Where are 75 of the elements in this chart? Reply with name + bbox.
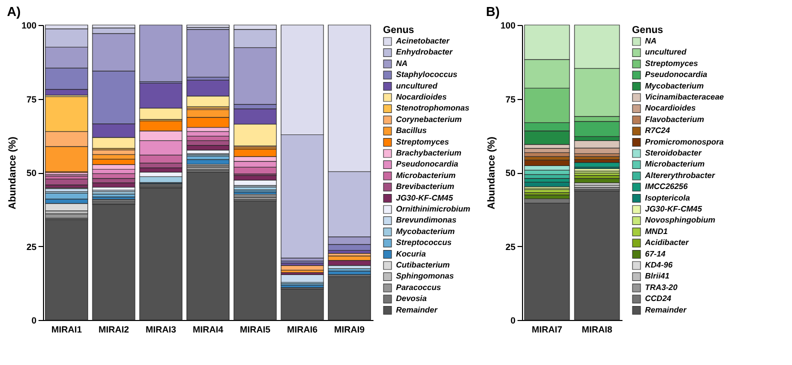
legend-title: Genus xyxy=(632,25,664,36)
y-tick-label: 50 xyxy=(505,168,516,178)
legend-label: Brevibacterium xyxy=(396,182,454,192)
x-tick-label: MIRAI6 xyxy=(287,324,318,334)
legend-label: Microbacterium xyxy=(645,160,705,169)
legend-label: Sphingomonas xyxy=(396,272,454,281)
y-tick-label: 25 xyxy=(505,242,516,252)
x-tick-label: MIRAI4 xyxy=(192,324,224,334)
legend-label: Streptomyces xyxy=(396,137,450,146)
y-tick-label: 75 xyxy=(26,94,36,104)
legend-label: Stenotrophomonas xyxy=(396,104,470,113)
y-tick-label: 25 xyxy=(26,242,36,252)
legend-label: JG30-KF-CM45 xyxy=(396,193,454,202)
chart-title: A) xyxy=(6,4,21,19)
legend-label: Isoptericola xyxy=(645,193,690,202)
legend-label: uncultured xyxy=(396,81,438,90)
legend-label: Microbacterium xyxy=(396,170,456,180)
legend-label: Flavobacterium xyxy=(645,114,704,124)
legend-label: Cutibacterium xyxy=(396,260,450,270)
legend-label: Mycobacterium xyxy=(645,81,704,90)
legend-label: Streptomyces xyxy=(645,58,698,68)
legend-title: Genus xyxy=(383,25,415,36)
legend-label: Brachybacterium xyxy=(396,148,462,158)
legend-label: Steroidobacter xyxy=(645,148,702,158)
legend-label: Bacillus xyxy=(396,126,428,136)
legend-label: Acinetobacter xyxy=(395,36,450,46)
y-tick-label: 100 xyxy=(21,20,36,30)
x-tick-label: MIRAI8 xyxy=(582,324,612,334)
legend-label: Paracoccus xyxy=(396,282,442,292)
x-tick-label: MIRAI2 xyxy=(98,324,129,334)
legend-label: Nocardioides xyxy=(645,104,696,113)
legend-label: NA xyxy=(645,36,657,46)
legend-label: IMCC26256 xyxy=(645,182,688,192)
legend-label: NA xyxy=(396,58,408,68)
legend-label: MND1 xyxy=(645,226,668,236)
legend-label: Remainder xyxy=(396,305,438,314)
y-tick-label: 0 xyxy=(510,316,516,326)
y-axis-title: Abundance (%) xyxy=(7,136,18,210)
legend-label: Streptococcus xyxy=(396,238,452,248)
legend-label: TRA3-20 xyxy=(645,282,678,292)
legend-label: Novosphingobium xyxy=(645,216,716,225)
legend-label: Corynebacterium xyxy=(396,114,462,124)
legend-label: Remainder xyxy=(645,305,688,314)
legend-label: Promicromonospora xyxy=(645,137,724,146)
x-tick-label: MIRAI7 xyxy=(532,324,562,334)
legend-label: Blrii41 xyxy=(645,272,670,281)
legend-label: Enhydrobacter xyxy=(396,48,454,57)
x-tick-label: MIRAI9 xyxy=(334,324,365,334)
legend-label: Pseudonocardia xyxy=(396,160,459,169)
legend-label: CCD24 xyxy=(645,294,672,304)
legend-label: Altererythrobacter xyxy=(644,170,716,180)
legend-label: Kocuria xyxy=(396,249,426,258)
legend-label: Brevundimonas xyxy=(396,216,458,225)
legend-label: JG30-KF-CM45 xyxy=(645,204,702,214)
legend-label: Pseudonocardia xyxy=(645,70,708,80)
y-tick-label: 50 xyxy=(26,168,36,178)
y-tick-label: 75 xyxy=(505,94,516,104)
legend-label: Devosia xyxy=(396,294,428,304)
legend-label: R7C24 xyxy=(645,126,670,136)
legend-label: Mycobacterium xyxy=(396,226,455,236)
legend-label: uncultured xyxy=(645,48,688,57)
legend-label: Nocardioides xyxy=(396,92,448,102)
x-tick-label: MIRAI3 xyxy=(146,324,176,334)
x-tick-label: MIRAI1 xyxy=(51,324,82,334)
legend-label: Ornithinimicrobium xyxy=(396,204,470,214)
chart-title: B) xyxy=(486,4,500,19)
x-tick-label: MIRAI5 xyxy=(240,324,270,334)
legend-label: 67-14 xyxy=(645,249,666,258)
y-tick-label: 100 xyxy=(500,20,516,30)
y-axis-title: Abundance (%) xyxy=(486,136,498,210)
legend-label: Acidibacter xyxy=(644,238,690,248)
legend-label: KD4-96 xyxy=(645,260,674,270)
legend-label: Staphylococcus xyxy=(396,70,458,80)
y-tick-label: 0 xyxy=(31,316,36,326)
legend-label: Vicinamibacteraceae xyxy=(645,92,724,102)
